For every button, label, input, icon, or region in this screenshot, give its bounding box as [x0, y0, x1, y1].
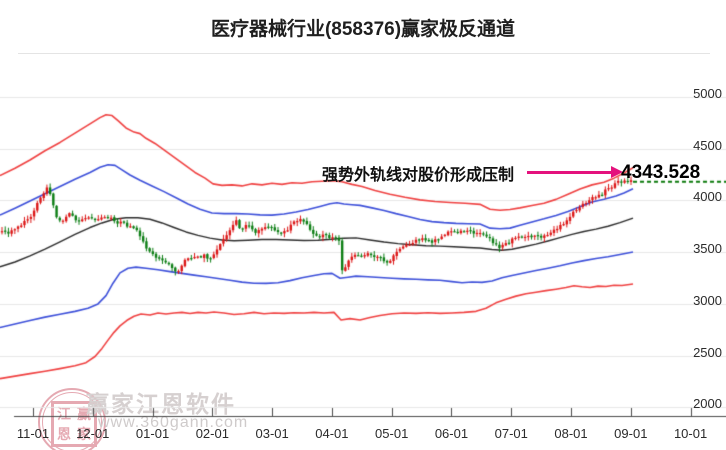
x-axis-label: 11-01 — [16, 426, 50, 441]
annotation-text: 强势外轨线对股价形成压制 — [322, 167, 515, 184]
x-axis-label: 08-01 — [554, 426, 588, 441]
y-axis-label: 5000 — [693, 85, 722, 101]
x-axis-label: 06-01 — [434, 426, 469, 441]
x-axis-label: 05-01 — [375, 426, 409, 441]
y-axis-label: 3000 — [693, 292, 722, 308]
y-axis-label: 2500 — [693, 344, 722, 360]
y-axis-label: 3500 — [693, 241, 722, 257]
y-axis-label: 4500 — [693, 137, 722, 153]
x-axis-label: 02-01 — [195, 426, 229, 441]
x-axis-label: 09-01 — [614, 426, 648, 441]
annotation-arrow-icon — [611, 166, 623, 178]
x-axis-label: 07-01 — [494, 426, 528, 441]
x-axis-label: 01-01 — [135, 426, 170, 441]
page-title: 医疗器械行业(858376)赢家极反通道 — [210, 19, 516, 40]
x-axis-label: 04-01 — [315, 426, 349, 441]
y-axis-label: 2000 — [693, 396, 722, 412]
x-axis-label: 12-01 — [76, 426, 110, 441]
y-axis-label: 4000 — [693, 189, 722, 205]
x-axis-label: 03-01 — [255, 426, 289, 441]
annotation-arrow-line — [527, 171, 613, 174]
outer-line-value-label: 4343.528 — [621, 162, 701, 183]
x-axis-label: 10-01 — [673, 426, 708, 441]
